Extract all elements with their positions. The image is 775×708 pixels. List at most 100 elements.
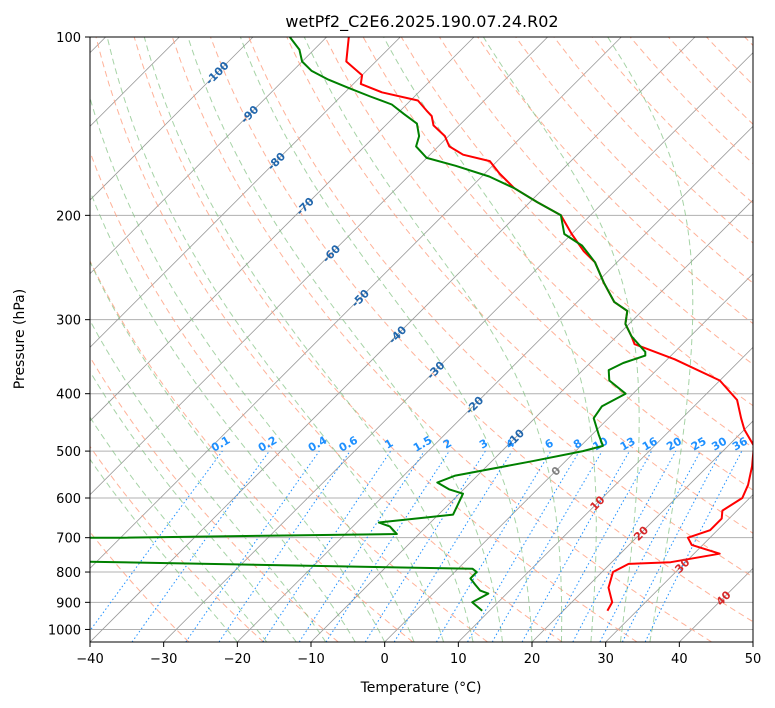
dry-adiabat: [286, 37, 753, 534]
mixing-ratio-line: [364, 450, 486, 642]
isotherm-line: [531, 420, 753, 642]
isotherm-line: [90, 37, 475, 422]
isotherm-line: [752, 641, 753, 642]
dry-adiabat: [210, 37, 753, 623]
mixing-ratio-line: [467, 450, 580, 642]
mixing-ratio-label: 6: [543, 436, 556, 451]
isotherm-line: [310, 199, 753, 642]
dry-adiabat: [90, 531, 190, 642]
isotherm-label: -50: [349, 287, 372, 310]
mixing-ratio-line: [298, 450, 425, 642]
grid-layer: [90, 37, 753, 630]
moist-adiabat: [90, 458, 238, 642]
mixing-ratio-line: [262, 450, 392, 642]
dry-adiabat: [324, 37, 753, 491]
dry-adiabat: [90, 445, 264, 642]
x-tick-label: 10: [450, 652, 467, 667]
y-tick-label: 700: [56, 532, 81, 547]
isotherm-label: -30: [424, 359, 447, 382]
mixing-ratio-line: [218, 450, 351, 642]
dry-adiabat: [133, 37, 638, 642]
dry-adiabat: [706, 37, 753, 86]
y-tick-label: 400: [56, 388, 81, 403]
dry-adiabat: [668, 37, 753, 125]
moist-adiabat: [90, 260, 356, 642]
isotherm-line: [679, 567, 753, 642]
x-tick-label: −40: [76, 652, 103, 667]
mixing-ratio-line: [90, 450, 223, 632]
chart-title: wetPf2_C2E6.2025.190.07.24.R02: [285, 12, 558, 32]
moist-adiabat: [90, 370, 297, 642]
isotherm-label: 10: [588, 493, 608, 513]
isotherm-layer: [90, 37, 753, 642]
moist-adiabat: [90, 416, 268, 642]
isotherm-label: -80: [265, 150, 288, 173]
isotherm-line: [384, 273, 753, 642]
isotherm-label: -40: [386, 323, 409, 346]
isotherm-label: -90: [238, 103, 261, 126]
y-tick-label: 300: [56, 314, 81, 329]
x-tick-label: −20: [224, 652, 251, 667]
mixing-ratio-line: [545, 450, 653, 642]
dry-adiabat: [591, 37, 753, 204]
x-axis-title: Temperature (°C): [360, 680, 482, 696]
moist-adiabat: [607, 37, 694, 642]
moist-adiabat: [239, 37, 533, 642]
isotherm-line: [163, 52, 753, 642]
moist-adiabat: [143, 37, 474, 642]
isotherm-label: -20: [463, 393, 486, 416]
isotherm-label: 0: [549, 464, 564, 479]
y-axis-title: Pressure (hPa): [12, 289, 28, 389]
dry-adiabat: [95, 37, 563, 642]
y-tick-label: 900: [56, 596, 81, 611]
moist-adiabat: [90, 96, 415, 642]
dry-adiabat: [248, 37, 753, 578]
isotherm-line: [90, 37, 548, 496]
isotherm-line: [90, 37, 622, 569]
mixing-ratio-line: [185, 450, 320, 642]
x-tick-label: 0: [381, 652, 389, 667]
y-tick-label: 200: [56, 209, 81, 224]
mixing-ratio-line: [572, 450, 677, 642]
dry-adiabat: [553, 37, 753, 244]
x-tick-label: 30: [597, 652, 614, 667]
dry-adiabat: [744, 37, 753, 47]
dewpoint-profile: [90, 37, 647, 612]
mixing-ratio-line: [599, 450, 701, 642]
x-tick-label: 20: [524, 652, 541, 667]
x-tick-label: 40: [671, 652, 688, 667]
mixing-ratio-line: [325, 450, 450, 642]
moist-adiabat: [187, 37, 503, 642]
mixing-ratio-line: [393, 450, 513, 642]
x-tick-label: −10: [297, 652, 324, 667]
dry-adiabat: [171, 37, 712, 642]
moist-adiabat: [90, 319, 327, 642]
y-tick-label: 600: [56, 492, 81, 507]
moist-adiabat: [106, 37, 445, 642]
y-tick-label: 1000: [48, 623, 81, 638]
dry-adiabat: [90, 356, 339, 642]
dry-adiabat: [90, 150, 488, 642]
isotherm-label: 40: [714, 588, 734, 608]
x-tick-label: −30: [150, 652, 177, 667]
profile-layer: [90, 37, 753, 612]
isotherm-label: -100: [203, 59, 232, 88]
x-tick-label: 50: [745, 652, 762, 667]
y-tick-label: 500: [56, 445, 81, 460]
axis-ticks: −40 −30 −20 −10 0 10 20 30 40 5010020030040050060…: [48, 31, 761, 667]
isotherm-line: [90, 37, 696, 642]
moist-adiabat: [303, 37, 563, 642]
moist-adiabat: [482, 37, 640, 642]
y-tick-label: 800: [56, 566, 81, 581]
dry-adiabat: [515, 37, 753, 284]
isotherm-line: [90, 37, 327, 275]
isotherm-line: [605, 494, 753, 642]
y-tick-label: 100: [56, 31, 81, 46]
plot-frame: [89, 36, 754, 643]
isotherm-label: 20: [631, 523, 651, 543]
dry-adiabat: [90, 259, 414, 642]
isotherm-line: [90, 37, 254, 201]
isotherm-line: [458, 346, 753, 642]
isotherm-line: [237, 125, 753, 642]
